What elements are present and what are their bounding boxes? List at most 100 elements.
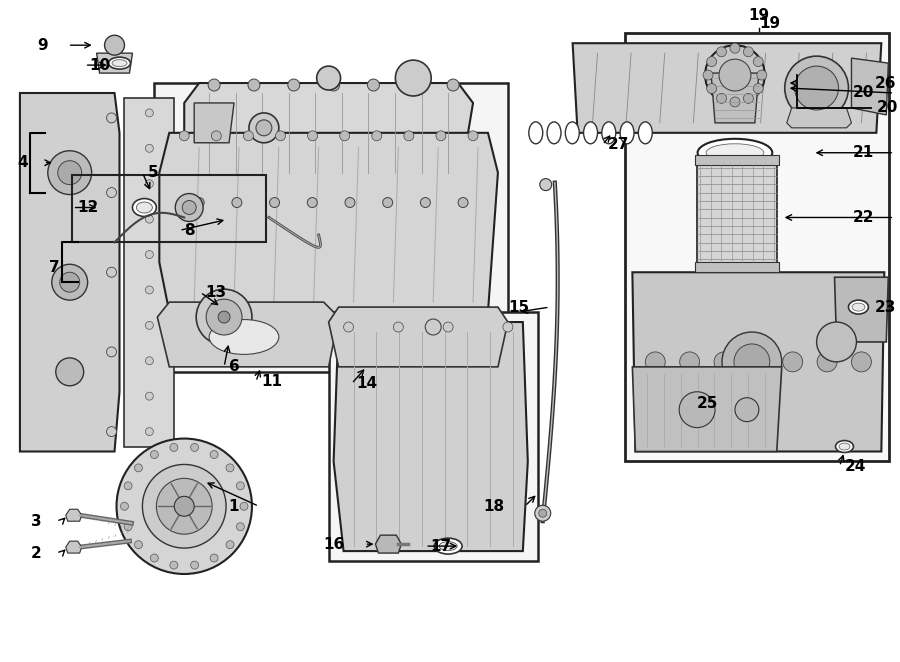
Polygon shape bbox=[834, 277, 888, 342]
Circle shape bbox=[719, 59, 751, 91]
Circle shape bbox=[116, 438, 252, 574]
Text: 11: 11 bbox=[261, 374, 282, 389]
Circle shape bbox=[124, 482, 132, 490]
Circle shape bbox=[121, 502, 129, 510]
Polygon shape bbox=[375, 535, 401, 553]
Ellipse shape bbox=[706, 144, 764, 162]
Circle shape bbox=[106, 187, 116, 197]
Ellipse shape bbox=[112, 60, 127, 67]
Circle shape bbox=[146, 357, 153, 365]
Circle shape bbox=[408, 79, 419, 91]
Circle shape bbox=[146, 180, 153, 188]
Circle shape bbox=[256, 120, 272, 136]
Circle shape bbox=[395, 60, 431, 96]
Text: 9: 9 bbox=[37, 38, 48, 53]
Text: 6: 6 bbox=[229, 359, 239, 374]
Circle shape bbox=[52, 264, 87, 300]
Circle shape bbox=[716, 93, 726, 103]
Text: 5: 5 bbox=[148, 165, 158, 180]
Polygon shape bbox=[633, 272, 885, 451]
Bar bbox=[695, 155, 778, 165]
Circle shape bbox=[106, 426, 116, 436]
Circle shape bbox=[706, 57, 716, 67]
Circle shape bbox=[706, 83, 716, 93]
Circle shape bbox=[443, 322, 453, 332]
Circle shape bbox=[328, 79, 339, 91]
Circle shape bbox=[104, 35, 124, 55]
Text: 19: 19 bbox=[748, 8, 770, 23]
Circle shape bbox=[382, 197, 392, 207]
Circle shape bbox=[240, 502, 248, 510]
Circle shape bbox=[425, 319, 441, 335]
Text: 25: 25 bbox=[698, 396, 718, 411]
Circle shape bbox=[730, 43, 740, 53]
Circle shape bbox=[146, 215, 153, 223]
Polygon shape bbox=[20, 93, 120, 451]
Circle shape bbox=[170, 561, 178, 569]
Circle shape bbox=[248, 79, 260, 91]
Circle shape bbox=[170, 444, 178, 451]
Polygon shape bbox=[184, 183, 478, 222]
Text: 22: 22 bbox=[853, 210, 875, 225]
Circle shape bbox=[447, 79, 459, 91]
Text: 4: 4 bbox=[17, 155, 28, 170]
Circle shape bbox=[436, 131, 446, 141]
Text: 13: 13 bbox=[205, 285, 226, 300]
Ellipse shape bbox=[849, 300, 868, 314]
Circle shape bbox=[743, 93, 753, 103]
Circle shape bbox=[182, 201, 196, 214]
Circle shape bbox=[134, 464, 142, 472]
Circle shape bbox=[232, 197, 242, 207]
Polygon shape bbox=[572, 43, 881, 133]
Text: 23: 23 bbox=[875, 300, 896, 314]
Ellipse shape bbox=[698, 139, 772, 167]
Circle shape bbox=[179, 131, 189, 141]
Circle shape bbox=[817, 352, 837, 372]
Circle shape bbox=[134, 541, 142, 549]
Circle shape bbox=[48, 151, 92, 195]
Circle shape bbox=[307, 197, 318, 207]
Circle shape bbox=[194, 197, 204, 207]
Circle shape bbox=[393, 322, 403, 332]
Text: 12: 12 bbox=[77, 200, 99, 215]
Text: 15: 15 bbox=[508, 300, 530, 314]
Circle shape bbox=[206, 299, 242, 335]
Circle shape bbox=[106, 347, 116, 357]
Ellipse shape bbox=[620, 122, 634, 144]
Circle shape bbox=[58, 161, 82, 185]
Ellipse shape bbox=[434, 538, 462, 554]
Polygon shape bbox=[158, 302, 338, 367]
Circle shape bbox=[196, 289, 252, 345]
Text: 16: 16 bbox=[323, 537, 345, 551]
Circle shape bbox=[680, 392, 715, 428]
Circle shape bbox=[226, 464, 234, 472]
Circle shape bbox=[344, 322, 354, 332]
Circle shape bbox=[146, 392, 153, 400]
Circle shape bbox=[237, 482, 245, 490]
Text: 20: 20 bbox=[853, 85, 875, 101]
Polygon shape bbox=[787, 108, 851, 128]
Circle shape bbox=[308, 131, 318, 141]
Circle shape bbox=[106, 113, 116, 123]
Ellipse shape bbox=[529, 122, 543, 144]
Circle shape bbox=[317, 66, 340, 90]
Circle shape bbox=[146, 428, 153, 436]
Text: 17: 17 bbox=[430, 539, 451, 553]
Circle shape bbox=[722, 332, 782, 392]
Polygon shape bbox=[711, 73, 759, 123]
Text: 21: 21 bbox=[853, 145, 875, 160]
Text: 3: 3 bbox=[32, 514, 41, 529]
Circle shape bbox=[210, 451, 218, 459]
Circle shape bbox=[157, 479, 212, 534]
Circle shape bbox=[468, 131, 478, 141]
Polygon shape bbox=[159, 133, 498, 312]
Bar bbox=[328, 312, 538, 561]
Ellipse shape bbox=[638, 122, 652, 144]
Circle shape bbox=[540, 179, 552, 191]
Polygon shape bbox=[851, 58, 888, 115]
Circle shape bbox=[226, 541, 234, 549]
Circle shape bbox=[288, 79, 300, 91]
Circle shape bbox=[150, 554, 158, 562]
Text: 19: 19 bbox=[759, 16, 780, 30]
Polygon shape bbox=[328, 307, 508, 367]
